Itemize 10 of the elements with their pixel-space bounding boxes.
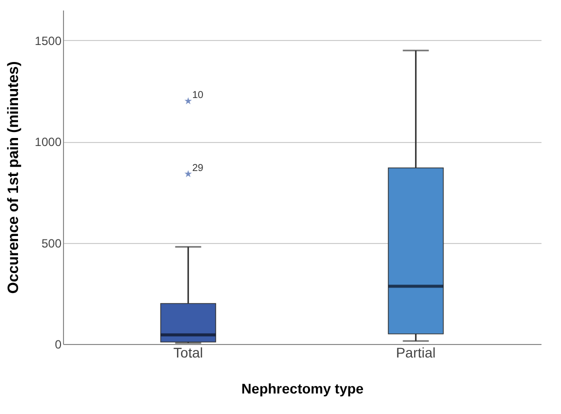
y-tick-label: 1500 xyxy=(34,34,62,48)
x-axis-title: Nephrectomy type xyxy=(241,380,364,396)
annotation: 29 xyxy=(192,162,204,174)
x-tick-label: Total xyxy=(173,344,203,360)
y-tick-label: 500 xyxy=(41,236,62,250)
x-tick-label: Partial xyxy=(396,344,436,360)
annotation: 10 xyxy=(192,90,204,102)
y-axis-title: Occurence of 1st pain (miinutes) xyxy=(4,61,22,294)
y-tick-label: 0 xyxy=(54,338,62,352)
y-tick-label: 1000 xyxy=(34,135,62,150)
